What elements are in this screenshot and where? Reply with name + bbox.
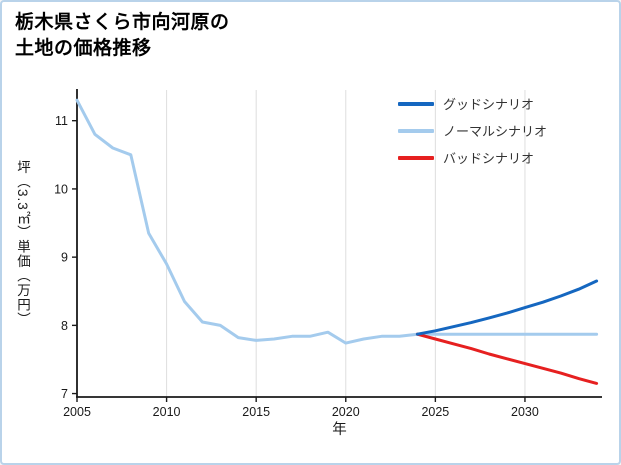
x-axis-label: 年 [332,422,347,438]
normal-scenario-line [75,98,599,345]
legend: グッドシナリオ ノーマルシナリオ バッドシナリオ [398,90,547,171]
y-tick-label: 9 [61,251,68,265]
y-axis-label: 坪（3.3㎡）単価（万円） [15,160,30,327]
legend-line-good-scenario [398,101,434,106]
y-tick-label: 8 [61,319,68,333]
chart-title-line2: 土地の価格推移 [15,38,152,59]
legend-line-normal-scenario [398,128,434,133]
legend-label-bad-scenario: バッドシナリオ [443,151,535,166]
y-tick-label: 11 [55,114,68,128]
y-tick-label: 7 [61,387,68,401]
x-tick-label: 2015 [242,405,270,419]
x-tick-label: 2030 [511,405,539,419]
x-tick-label: 2020 [332,405,360,419]
x-tick-label: 2010 [153,405,181,419]
legend-item-normal-scenario: ノーマルシナリオ [398,117,547,144]
bad-scenario-line [415,332,599,385]
x-tick-label: 2025 [421,405,449,419]
legend-item-good-scenario: グッドシナリオ [398,90,547,117]
legend-line-bad-scenario [398,155,434,160]
chart-title-line1: 栃木県さくら市向河原の [15,12,230,33]
chart-title: 栃木県さくら市向河原の 土地の価格推移 [15,10,230,62]
good-scenario-line [415,279,599,336]
legend-label-good-scenario: グッドシナリオ [443,97,535,112]
x-tick-label: 2005 [63,405,91,419]
legend-label-normal-scenario: ノーマルシナリオ [443,124,548,139]
y-tick-label: 10 [54,182,68,196]
legend-item-bad-scenario: バッドシナリオ [398,144,547,171]
